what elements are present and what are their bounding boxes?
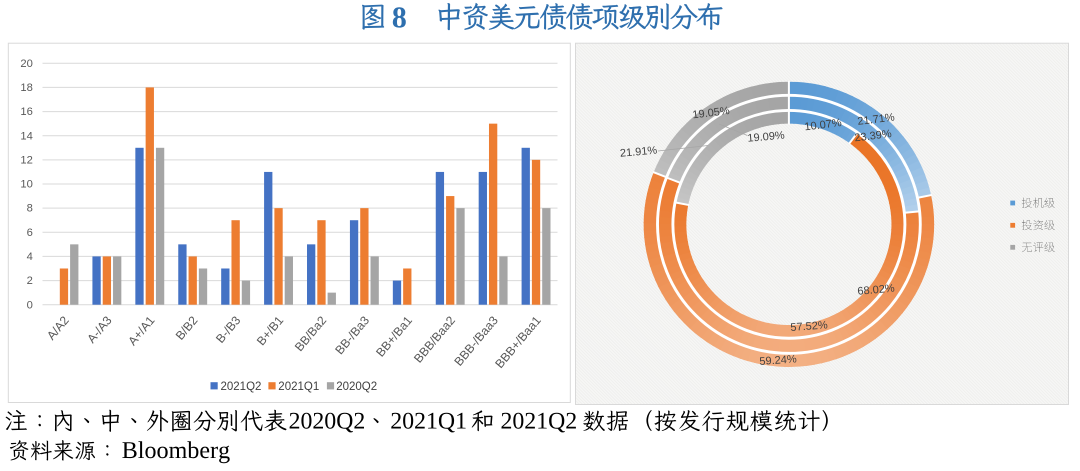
svg-text:2021Q1: 2021Q1 bbox=[278, 381, 319, 393]
svg-text:0: 0 bbox=[27, 299, 33, 311]
svg-text:57.52%: 57.52% bbox=[790, 319, 828, 334]
svg-text:2: 2 bbox=[27, 275, 33, 287]
svg-text:18: 18 bbox=[20, 82, 32, 94]
svg-text:12: 12 bbox=[20, 155, 32, 167]
svg-text:6: 6 bbox=[27, 227, 33, 239]
svg-text:21.71%: 21.71% bbox=[857, 111, 896, 127]
svg-text:8: 8 bbox=[27, 203, 33, 215]
svg-text:23.39%: 23.39% bbox=[854, 128, 893, 144]
svg-text:2021Q2: 2021Q2 bbox=[221, 381, 262, 393]
svg-text:10.07%: 10.07% bbox=[804, 117, 843, 133]
svg-text:16: 16 bbox=[20, 106, 32, 118]
svg-text:19.09%: 19.09% bbox=[747, 130, 785, 145]
svg-text:10: 10 bbox=[20, 179, 32, 191]
svg-text:68.02%: 68.02% bbox=[857, 283, 895, 298]
svg-text:19.05%: 19.05% bbox=[692, 105, 731, 121]
svg-text:59.24%: 59.24% bbox=[759, 353, 797, 368]
svg-text:21.91%: 21.91% bbox=[619, 145, 657, 160]
svg-text:20: 20 bbox=[20, 58, 32, 70]
svg-text:4: 4 bbox=[27, 251, 33, 263]
svg-text:14: 14 bbox=[20, 130, 32, 142]
svg-text:2020Q2: 2020Q2 bbox=[336, 381, 377, 393]
